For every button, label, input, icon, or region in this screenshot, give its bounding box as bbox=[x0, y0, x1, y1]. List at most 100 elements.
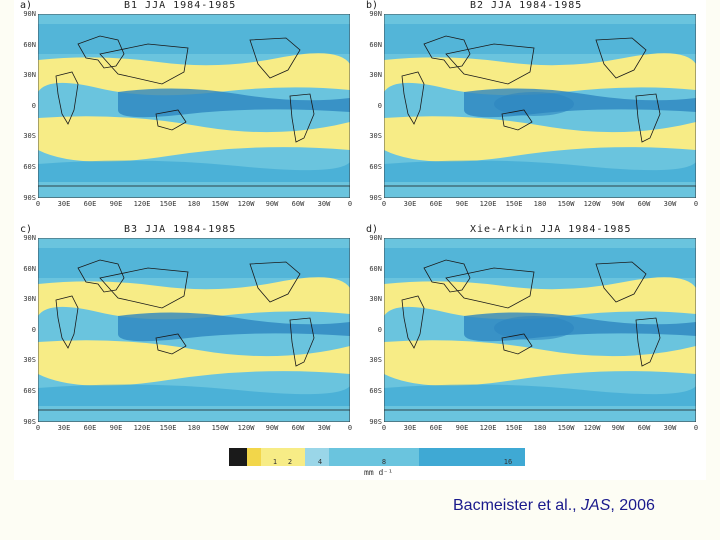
lon-label: 150E bbox=[505, 424, 523, 432]
lat-label: 90S bbox=[23, 193, 36, 202]
coastline bbox=[77, 35, 125, 69]
precip-band bbox=[38, 160, 350, 182]
precip-band bbox=[384, 24, 696, 54]
lon-label: 120E bbox=[479, 200, 497, 208]
coastline bbox=[249, 261, 301, 303]
lon-label: 180 bbox=[187, 200, 201, 208]
lon-label: 120W bbox=[583, 200, 601, 208]
lat-label: 30S bbox=[369, 356, 382, 365]
lon-label: 0 bbox=[381, 200, 387, 208]
panel-title: a) B1 JJA 1984-1985 bbox=[14, 0, 360, 14]
lon-label: 150E bbox=[505, 200, 523, 208]
dry-zone bbox=[38, 53, 350, 96]
lon-label: 0 bbox=[347, 200, 353, 208]
lon-label: 90E bbox=[109, 200, 123, 208]
lon-label: 30W bbox=[663, 200, 677, 208]
lon-label: 90W bbox=[265, 200, 279, 208]
precip-map bbox=[384, 238, 696, 422]
colorbar bbox=[229, 448, 525, 466]
lon-label: 0 bbox=[35, 424, 41, 432]
coastline bbox=[55, 71, 79, 125]
precip-maximum bbox=[494, 92, 574, 116]
lat-label: 90S bbox=[369, 193, 382, 202]
panel-name: B2 JJA 1984-1985 bbox=[470, 0, 583, 11]
lon-label: 60W bbox=[637, 200, 651, 208]
coastline bbox=[289, 93, 315, 143]
coastline bbox=[99, 267, 189, 309]
lon-label: 90E bbox=[455, 424, 469, 432]
citation-year: , 2006 bbox=[610, 497, 655, 514]
lon-label: 60E bbox=[83, 424, 97, 432]
dry-zone bbox=[38, 277, 350, 320]
lat-label: 30N bbox=[369, 71, 382, 80]
coastline bbox=[423, 35, 471, 69]
precip-band bbox=[38, 248, 350, 278]
lon-label: 0 bbox=[381, 424, 387, 432]
lon-label: 30W bbox=[317, 200, 331, 208]
dry-zone bbox=[38, 340, 350, 386]
lon-label: 0 bbox=[35, 200, 41, 208]
colorbar-tick: 4 bbox=[317, 458, 323, 466]
lat-label: 0 bbox=[377, 101, 382, 110]
colorbar-tick: 16 bbox=[503, 458, 513, 466]
coastline bbox=[99, 43, 189, 85]
lon-label: 150E bbox=[159, 424, 177, 432]
lon-label: 30W bbox=[663, 424, 677, 432]
panel-title: d) Xie-Arkin JJA 1984-1985 bbox=[360, 224, 706, 238]
lon-label: 150W bbox=[211, 424, 229, 432]
panel-d: d) Xie-Arkin JJA 1984-1985 90N 60N 30N 0 30S… bbox=[360, 224, 706, 464]
lon-label: 120E bbox=[133, 424, 151, 432]
lat-label: 30S bbox=[23, 356, 36, 365]
lon-label: 60E bbox=[429, 200, 443, 208]
panel-title: c) B3 JJA 1984-1985 bbox=[14, 224, 360, 238]
coastline bbox=[501, 333, 533, 355]
lat-label: 90S bbox=[23, 417, 36, 426]
lat-label: 60S bbox=[23, 387, 36, 395]
lon-label: 0 bbox=[693, 424, 699, 432]
lon-label: 0 bbox=[347, 424, 353, 432]
lat-label: 0 bbox=[31, 325, 36, 334]
lon-label: 30E bbox=[57, 424, 71, 432]
dry-zone bbox=[384, 116, 696, 162]
lon-label: 90W bbox=[611, 200, 625, 208]
colorbar-segment bbox=[229, 448, 247, 466]
lon-label: 180 bbox=[533, 424, 547, 432]
panel-title: b) B2 JJA 1984-1985 bbox=[360, 0, 706, 14]
coastline bbox=[38, 185, 350, 198]
lat-label: 90N bbox=[23, 234, 36, 242]
lon-label: 180 bbox=[533, 200, 547, 208]
coastline bbox=[38, 409, 350, 422]
lon-label: 30W bbox=[317, 424, 331, 432]
precip-band bbox=[384, 160, 696, 182]
lat-label: 30N bbox=[23, 295, 36, 304]
lon-label: 150W bbox=[557, 200, 575, 208]
colorbar-tick: 1 bbox=[272, 458, 278, 466]
lon-label: 90E bbox=[109, 424, 123, 432]
lon-label: 60W bbox=[291, 424, 305, 432]
coastline bbox=[155, 333, 187, 355]
coastline bbox=[77, 259, 125, 293]
lat-label: 60S bbox=[369, 387, 382, 395]
colorbar-units: mm d⁻¹ bbox=[364, 468, 393, 477]
citation-authors: Bacmeister et al., bbox=[453, 497, 582, 514]
precip-band bbox=[384, 384, 696, 406]
precip-band bbox=[38, 384, 350, 406]
lon-label: 30E bbox=[57, 200, 71, 208]
lon-label: 30E bbox=[403, 424, 417, 432]
lon-label: 120E bbox=[479, 424, 497, 432]
lat-label: 60N bbox=[369, 40, 382, 49]
dry-zone bbox=[384, 277, 696, 320]
panel-name: B3 JJA 1984-1985 bbox=[124, 224, 237, 235]
citation-journal: JAS bbox=[581, 497, 611, 514]
lat-label: 30N bbox=[23, 71, 36, 80]
coastline bbox=[155, 109, 187, 131]
precip-maximum bbox=[494, 316, 574, 340]
precipitation-figure: a) B1 JJA 1984-1985 90N 60N 30N 0 30S 60S 90S … bbox=[14, 0, 706, 480]
lon-label: 60W bbox=[291, 200, 305, 208]
coastline bbox=[595, 261, 647, 303]
dry-zone bbox=[38, 116, 350, 162]
lat-label: 60N bbox=[369, 264, 382, 273]
colorbar-segment bbox=[247, 448, 261, 466]
lon-label: 90W bbox=[611, 424, 625, 432]
precip-band bbox=[38, 24, 350, 54]
